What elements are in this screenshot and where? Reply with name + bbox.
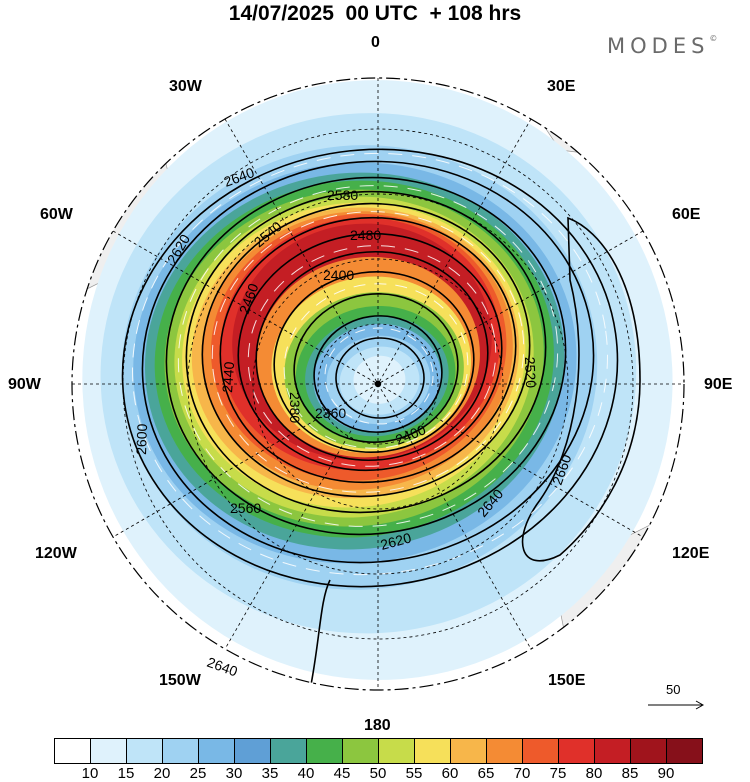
map-boundary — [71, 77, 685, 691]
contour-label: 2360 — [315, 405, 346, 421]
legend-swatch — [594, 738, 631, 764]
contour-label: 2580 — [327, 187, 358, 203]
legend-swatch — [486, 738, 523, 764]
legend-swatch — [450, 738, 487, 764]
legend-label: 15 — [117, 765, 135, 782]
legend-label: 85 — [621, 765, 639, 782]
brand-text: MODES — [607, 34, 710, 58]
legend-label: 80 — [585, 765, 603, 782]
contour-label: 2560 — [230, 500, 261, 516]
legend-swatch — [270, 738, 307, 764]
contour-label: 2520 — [522, 357, 539, 389]
contour-label: 2440 — [219, 361, 237, 393]
lon-label-120w: 120W — [35, 545, 77, 562]
wind-speed-shading — [82, 80, 673, 680]
lon-label-60w: 60W — [40, 206, 73, 223]
legend-label: 70 — [513, 765, 531, 782]
arrow-right-icon — [648, 700, 705, 710]
lon-label-90w: 90W — [8, 376, 41, 393]
legend-swatch — [378, 738, 415, 764]
contour-label: 2400 — [323, 267, 354, 283]
legend-label: 35 — [261, 765, 279, 782]
legend-label: 40 — [297, 765, 315, 782]
height-contours — [84, 148, 641, 690]
legend-label: 20 — [153, 765, 171, 782]
legend-swatch — [630, 738, 667, 764]
legend-swatch — [54, 738, 91, 764]
lon-label-0: 0 — [371, 34, 380, 51]
contour-label: 2600 — [133, 423, 150, 455]
legend-label: 25 — [189, 765, 207, 782]
legend-label: 65 — [477, 765, 495, 782]
legend-label: 10 — [81, 765, 99, 782]
legend-label: 75 — [549, 765, 567, 782]
lon-label-150w: 150W — [159, 672, 201, 689]
legend-swatch — [306, 738, 343, 764]
legend-swatch — [126, 738, 163, 764]
legend-swatch — [558, 738, 595, 764]
lon-label-120e: 120E — [672, 545, 710, 562]
lon-label-60e: 60E — [672, 206, 701, 223]
legend-label: 45 — [333, 765, 351, 782]
lon-label-90e: 90E — [704, 376, 733, 393]
contour-label: 2620 — [379, 529, 413, 553]
vector-reference-label: 50 — [666, 682, 681, 697]
map-title: 14/07/2025 00 UTC + 108 hrs — [228, 2, 522, 25]
lon-label-180: 180 — [364, 717, 391, 734]
legend-swatch — [342, 738, 379, 764]
legend-swatch — [198, 738, 235, 764]
modes-logo: MODES© — [607, 34, 717, 58]
lon-label-30e: 30E — [547, 78, 576, 95]
legend-label: 55 — [405, 765, 423, 782]
contour-label: 2480 — [350, 227, 381, 243]
lon-label-150e: 150E — [548, 672, 586, 689]
legend-swatch — [162, 738, 199, 764]
pole-marker-icon — [374, 380, 382, 388]
legend-label: 50 — [369, 765, 387, 782]
legend-swatch — [522, 738, 559, 764]
legend-swatch — [666, 738, 703, 764]
legend-swatch — [90, 738, 127, 764]
contour-label: 2380 — [287, 392, 303, 423]
color-legend — [54, 738, 703, 766]
legend-label: 90 — [657, 765, 675, 782]
lon-label-30w: 30W — [169, 78, 202, 95]
legend-swatch — [234, 738, 271, 764]
copyright-mark: © — [709, 34, 718, 43]
legend-label: 60 — [441, 765, 459, 782]
map-disc — [72, 78, 684, 690]
legend-swatch — [414, 738, 451, 764]
contour-label: 2640 — [205, 654, 240, 680]
legend-label: 30 — [225, 765, 243, 782]
